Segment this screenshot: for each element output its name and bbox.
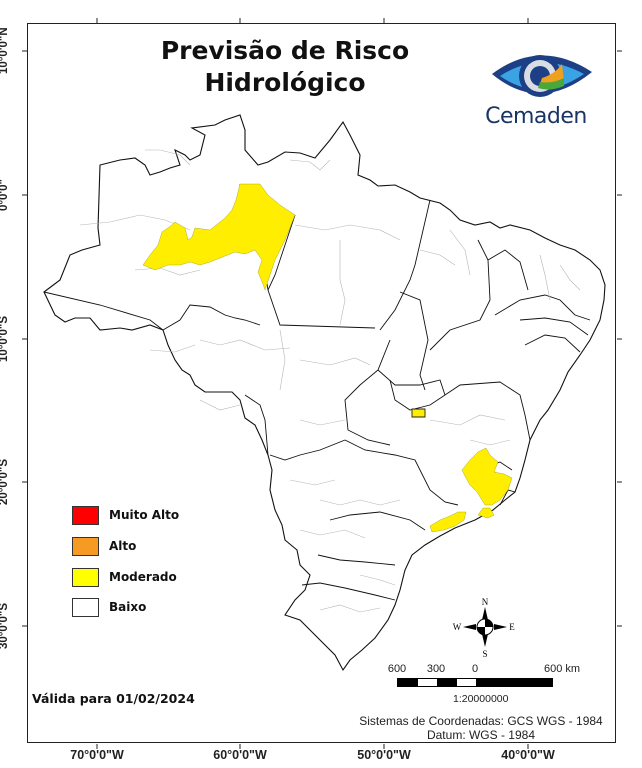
lat-label-10n: 10°0'0"N (0, 27, 10, 75)
compass-rose-icon: N S W E (453, 597, 516, 658)
region-rio (477, 507, 495, 519)
lon-label-40w: 40°0'0"W (501, 748, 555, 762)
legend-swatch-baixo (72, 597, 99, 617)
scale-label-600-right: 600 km (543, 663, 581, 675)
scale-label-300: 300 (426, 663, 446, 675)
lat-label-10s: 10°0'0"S (0, 315, 10, 363)
legend-swatch-alto (72, 536, 99, 556)
scale-label-0: 0 (471, 663, 479, 675)
moderado-regions (142, 183, 513, 533)
legend-label: Alto (109, 539, 137, 553)
lat-label-30s: 30°0'0"S (0, 602, 10, 650)
coordinate-system-info: Sistemas de Coordenadas: GCS WGS - 1984 … (350, 714, 612, 742)
municipal-borders (79, 149, 581, 613)
axis-ticks (22, 18, 622, 749)
lat-label-20s: 20°0'0"S (0, 458, 10, 506)
legend-item-muito-alto: Muito Alto (72, 505, 179, 525)
map-frame (27, 23, 616, 743)
legend-label: Muito Alto (109, 508, 180, 522)
region-sao-paulo-coast (429, 511, 467, 533)
svg-text:E: E (509, 622, 515, 632)
region-goias (411, 408, 426, 418)
datum-line: Datum: WGS - 1984 (426, 728, 536, 742)
svg-text:S: S (482, 649, 487, 658)
scale-label-600-left: 600 (387, 663, 407, 675)
svg-text:N: N (482, 597, 489, 607)
region-amazonas-para (142, 183, 296, 291)
cemaden-eye-icon (492, 55, 592, 97)
scale-ratio: 1:20000000 (453, 693, 509, 705)
lon-label-70w: 70°0'0"W (70, 748, 124, 762)
state-borders (43, 184, 591, 601)
map-title: Previsão de Risco Hidrológico (140, 35, 430, 99)
lon-label-60w: 60°0'0"W (213, 748, 267, 762)
legend-swatch-muito-alto (72, 505, 99, 525)
title-line-1: Previsão de Risco (160, 36, 410, 65)
legend-item-baixo: Baixo (72, 597, 146, 617)
lat-label-0: 0°0'0" (0, 179, 10, 211)
scale-bar (397, 678, 553, 687)
valid-date: Válida para 01/02/2024 (32, 691, 195, 706)
legend-item-alto: Alto (72, 536, 136, 556)
region-minas-north (461, 447, 513, 506)
coord-system-line: Sistemas de Coordenadas: GCS WGS - 1984 (359, 714, 603, 728)
legend-label: Moderado (109, 570, 177, 584)
legend-label: Baixo (109, 600, 147, 614)
legend-item-moderado: Moderado (72, 567, 177, 587)
legend-swatch-moderado (72, 567, 99, 587)
svg-text:W: W (453, 622, 462, 632)
lon-label-50w: 50°0'0"W (357, 748, 411, 762)
logo-text: Cemaden (485, 104, 587, 129)
title-line-2: Hidrológico (204, 68, 366, 97)
